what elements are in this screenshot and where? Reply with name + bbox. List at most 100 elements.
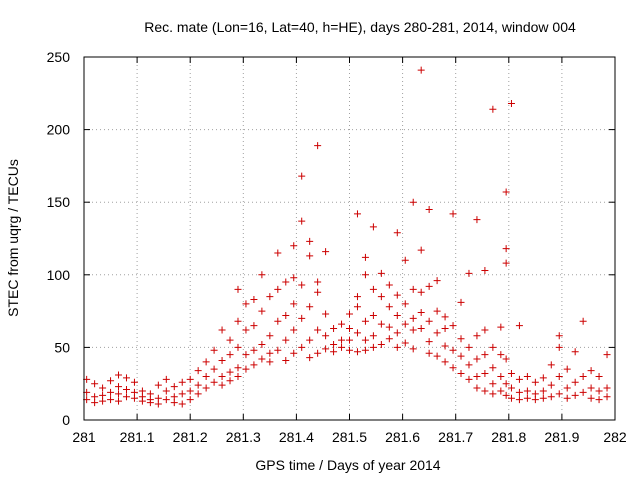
data-point [587, 394, 595, 402]
data-point [433, 307, 441, 315]
data-point [595, 372, 603, 380]
data-point [547, 361, 555, 369]
data-point [393, 329, 401, 337]
y-tick-label: 100 [47, 267, 71, 283]
data-point [330, 340, 338, 348]
data-point [369, 343, 377, 351]
data-point [571, 378, 579, 386]
data-point [587, 384, 595, 392]
data-point [547, 381, 555, 389]
data-point [502, 245, 510, 253]
x-tick-label: 281.6 [385, 429, 420, 445]
x-tick-label: 281.1 [120, 429, 155, 445]
y-tick-label: 250 [47, 49, 71, 65]
data-point [409, 326, 417, 334]
data-point [497, 351, 505, 359]
data-points [83, 66, 611, 408]
data-point [465, 343, 473, 351]
data-point [417, 66, 425, 74]
data-point [457, 298, 465, 306]
data-point [401, 300, 409, 308]
data-point [115, 390, 123, 398]
data-point [433, 352, 441, 360]
data-point [122, 374, 130, 382]
data-point [555, 343, 563, 351]
data-point [441, 313, 449, 321]
data-point [515, 388, 523, 396]
data-point [314, 142, 322, 150]
data-point [441, 325, 449, 333]
data-point [330, 348, 338, 356]
data-point [473, 355, 481, 363]
data-point [515, 375, 523, 383]
data-point [107, 396, 115, 404]
data-point [170, 383, 178, 391]
data-point [234, 285, 242, 293]
data-point [579, 372, 587, 380]
data-point [425, 338, 433, 346]
data-point [353, 210, 361, 218]
x-tick-label: 281.9 [544, 429, 579, 445]
data-point [234, 317, 242, 325]
data-point [497, 323, 505, 331]
data-point [202, 358, 210, 366]
data-point [306, 237, 314, 245]
data-point [210, 365, 218, 373]
data-point [497, 387, 505, 395]
data-point [409, 345, 417, 353]
data-point [507, 99, 515, 107]
data-point [210, 346, 218, 354]
data-point [417, 309, 425, 317]
data-point [298, 343, 306, 351]
data-point [579, 317, 587, 325]
data-point [314, 288, 322, 296]
data-point [298, 281, 306, 289]
data-point [523, 372, 531, 380]
data-point [322, 310, 330, 318]
data-point [346, 336, 353, 344]
data-point [547, 393, 555, 401]
data-point [465, 361, 473, 369]
data-point [465, 269, 473, 277]
data-point [122, 393, 130, 401]
data-point [595, 387, 603, 395]
data-point [507, 394, 515, 402]
chart-title: Rec. mate (Lon=16, Lat=40, h=HE), days 2… [144, 19, 576, 35]
x-tick-label: 282 [603, 429, 627, 445]
data-point [481, 351, 489, 359]
data-point [154, 400, 162, 408]
data-point [523, 394, 531, 402]
data-point [162, 396, 170, 404]
data-point [274, 285, 282, 293]
axis-ticks [83, 56, 616, 421]
data-point [258, 355, 266, 363]
data-point [138, 397, 146, 405]
data-point [290, 300, 298, 308]
data-point [393, 311, 401, 319]
data-point [502, 188, 510, 196]
data-point [353, 348, 361, 356]
data-point [338, 320, 346, 328]
data-point [502, 391, 510, 399]
data-point [242, 300, 250, 308]
data-point [186, 375, 194, 383]
data-point [258, 340, 266, 348]
data-point [441, 342, 449, 350]
data-point [322, 345, 330, 353]
data-point [266, 293, 274, 301]
data-point [130, 378, 138, 386]
data-point [226, 368, 234, 376]
data-point [489, 380, 497, 388]
data-point [369, 285, 377, 293]
data-point [186, 387, 194, 395]
data-point [457, 352, 465, 360]
data-point [385, 303, 393, 311]
data-point [282, 356, 290, 364]
data-point [218, 326, 226, 334]
data-point [99, 384, 107, 392]
data-point [369, 332, 377, 340]
data-point [555, 332, 563, 340]
data-point [115, 397, 123, 405]
data-point [587, 367, 595, 375]
data-point [361, 346, 369, 354]
